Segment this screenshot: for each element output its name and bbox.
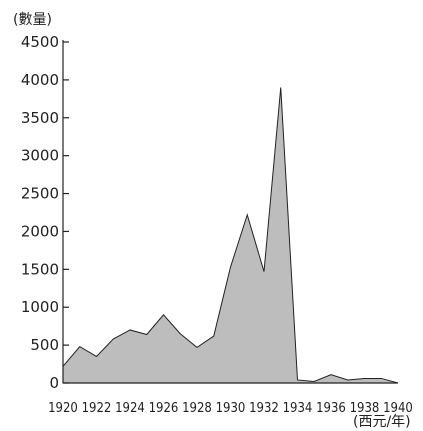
y-tick-label: 1000 — [21, 298, 59, 316]
x-tick-label: 1920 — [48, 401, 78, 416]
x-axis-title: (西元/年) — [353, 414, 411, 430]
y-tick-label: 1500 — [21, 260, 59, 278]
y-axis-title: (數量) — [13, 12, 52, 28]
series-area — [62, 87, 399, 384]
y-tick-label: 4500 — [21, 33, 59, 51]
y-tick-label: 3000 — [21, 147, 59, 165]
x-tick-label: 1928 — [182, 401, 212, 416]
y-tick-label: 4000 — [21, 71, 59, 89]
x-tick-label: 1932 — [249, 401, 279, 416]
plot-area — [62, 87, 399, 384]
x-tick-label: 1924 — [115, 401, 145, 416]
x-tick-label: 1938 — [350, 401, 380, 416]
x-tick-label: 1930 — [216, 401, 246, 416]
x-tick-label: 1922 — [82, 401, 112, 416]
y-axis: 0 500 1000 1500 2000 2500 3000 3500 4000 4500 — [21, 33, 69, 392]
x-tick-label: 1926 — [149, 401, 179, 416]
y-tick-label: 2500 — [21, 185, 59, 203]
x-tick-label: 1936 — [316, 401, 346, 416]
y-tick-label: 0 — [49, 374, 59, 392]
y-tick-label: 3500 — [21, 109, 59, 127]
x-axis: 1920 1922 1924 1926 1928 1930 1932 1934 1936 1938… — [48, 382, 413, 416]
y-tick-label: 500 — [30, 336, 59, 354]
x-tick-label: 1934 — [283, 401, 313, 416]
y-tick-label: 2000 — [21, 222, 59, 240]
x-tick-label: 1940 — [383, 401, 413, 416]
